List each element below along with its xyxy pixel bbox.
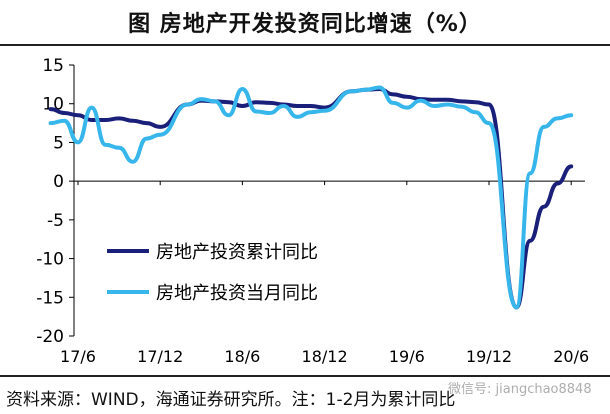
- y-tick-label: 5: [53, 133, 64, 153]
- x-tick-label: 19/6: [389, 347, 425, 366]
- x-tick-label: 17/12: [137, 347, 183, 366]
- y-tick-label: 0: [53, 172, 64, 192]
- x-tick-label: 19/12: [466, 347, 512, 366]
- x-tick-label: 18/6: [224, 347, 260, 366]
- y-tick-label: -10: [36, 250, 64, 270]
- y-tick-label: 15: [42, 56, 64, 76]
- y-tick-label: -5: [47, 211, 64, 231]
- series-line-monthly: [48, 85, 574, 310]
- chart-title-bar: 图 房地产开发投资同比增速（%）: [0, 0, 610, 44]
- watermark: 微信号: jiangchao8848: [448, 382, 592, 397]
- y-tick-label: -20: [36, 327, 64, 347]
- series-line-cumulative: [48, 87, 574, 310]
- legend-label-cumulative: 房地产投资累计同比: [156, 242, 318, 263]
- footer-rule: [0, 375, 610, 377]
- title-top-rule: [0, 44, 610, 46]
- x-tick-label: 17/6: [60, 347, 96, 366]
- legend-label-monthly: 房地产投资当月同比: [156, 283, 318, 304]
- y-tick-label: -15: [36, 288, 64, 308]
- x-tick-label: 20/6: [553, 347, 589, 366]
- source-note: 资料来源：WIND，海通证券研究所。注：1-2月为累计同比: [6, 390, 456, 410]
- chart-title: 图 房地产开发投资同比增速（%）: [128, 12, 482, 37]
- x-tick-label: 18/12: [302, 347, 348, 366]
